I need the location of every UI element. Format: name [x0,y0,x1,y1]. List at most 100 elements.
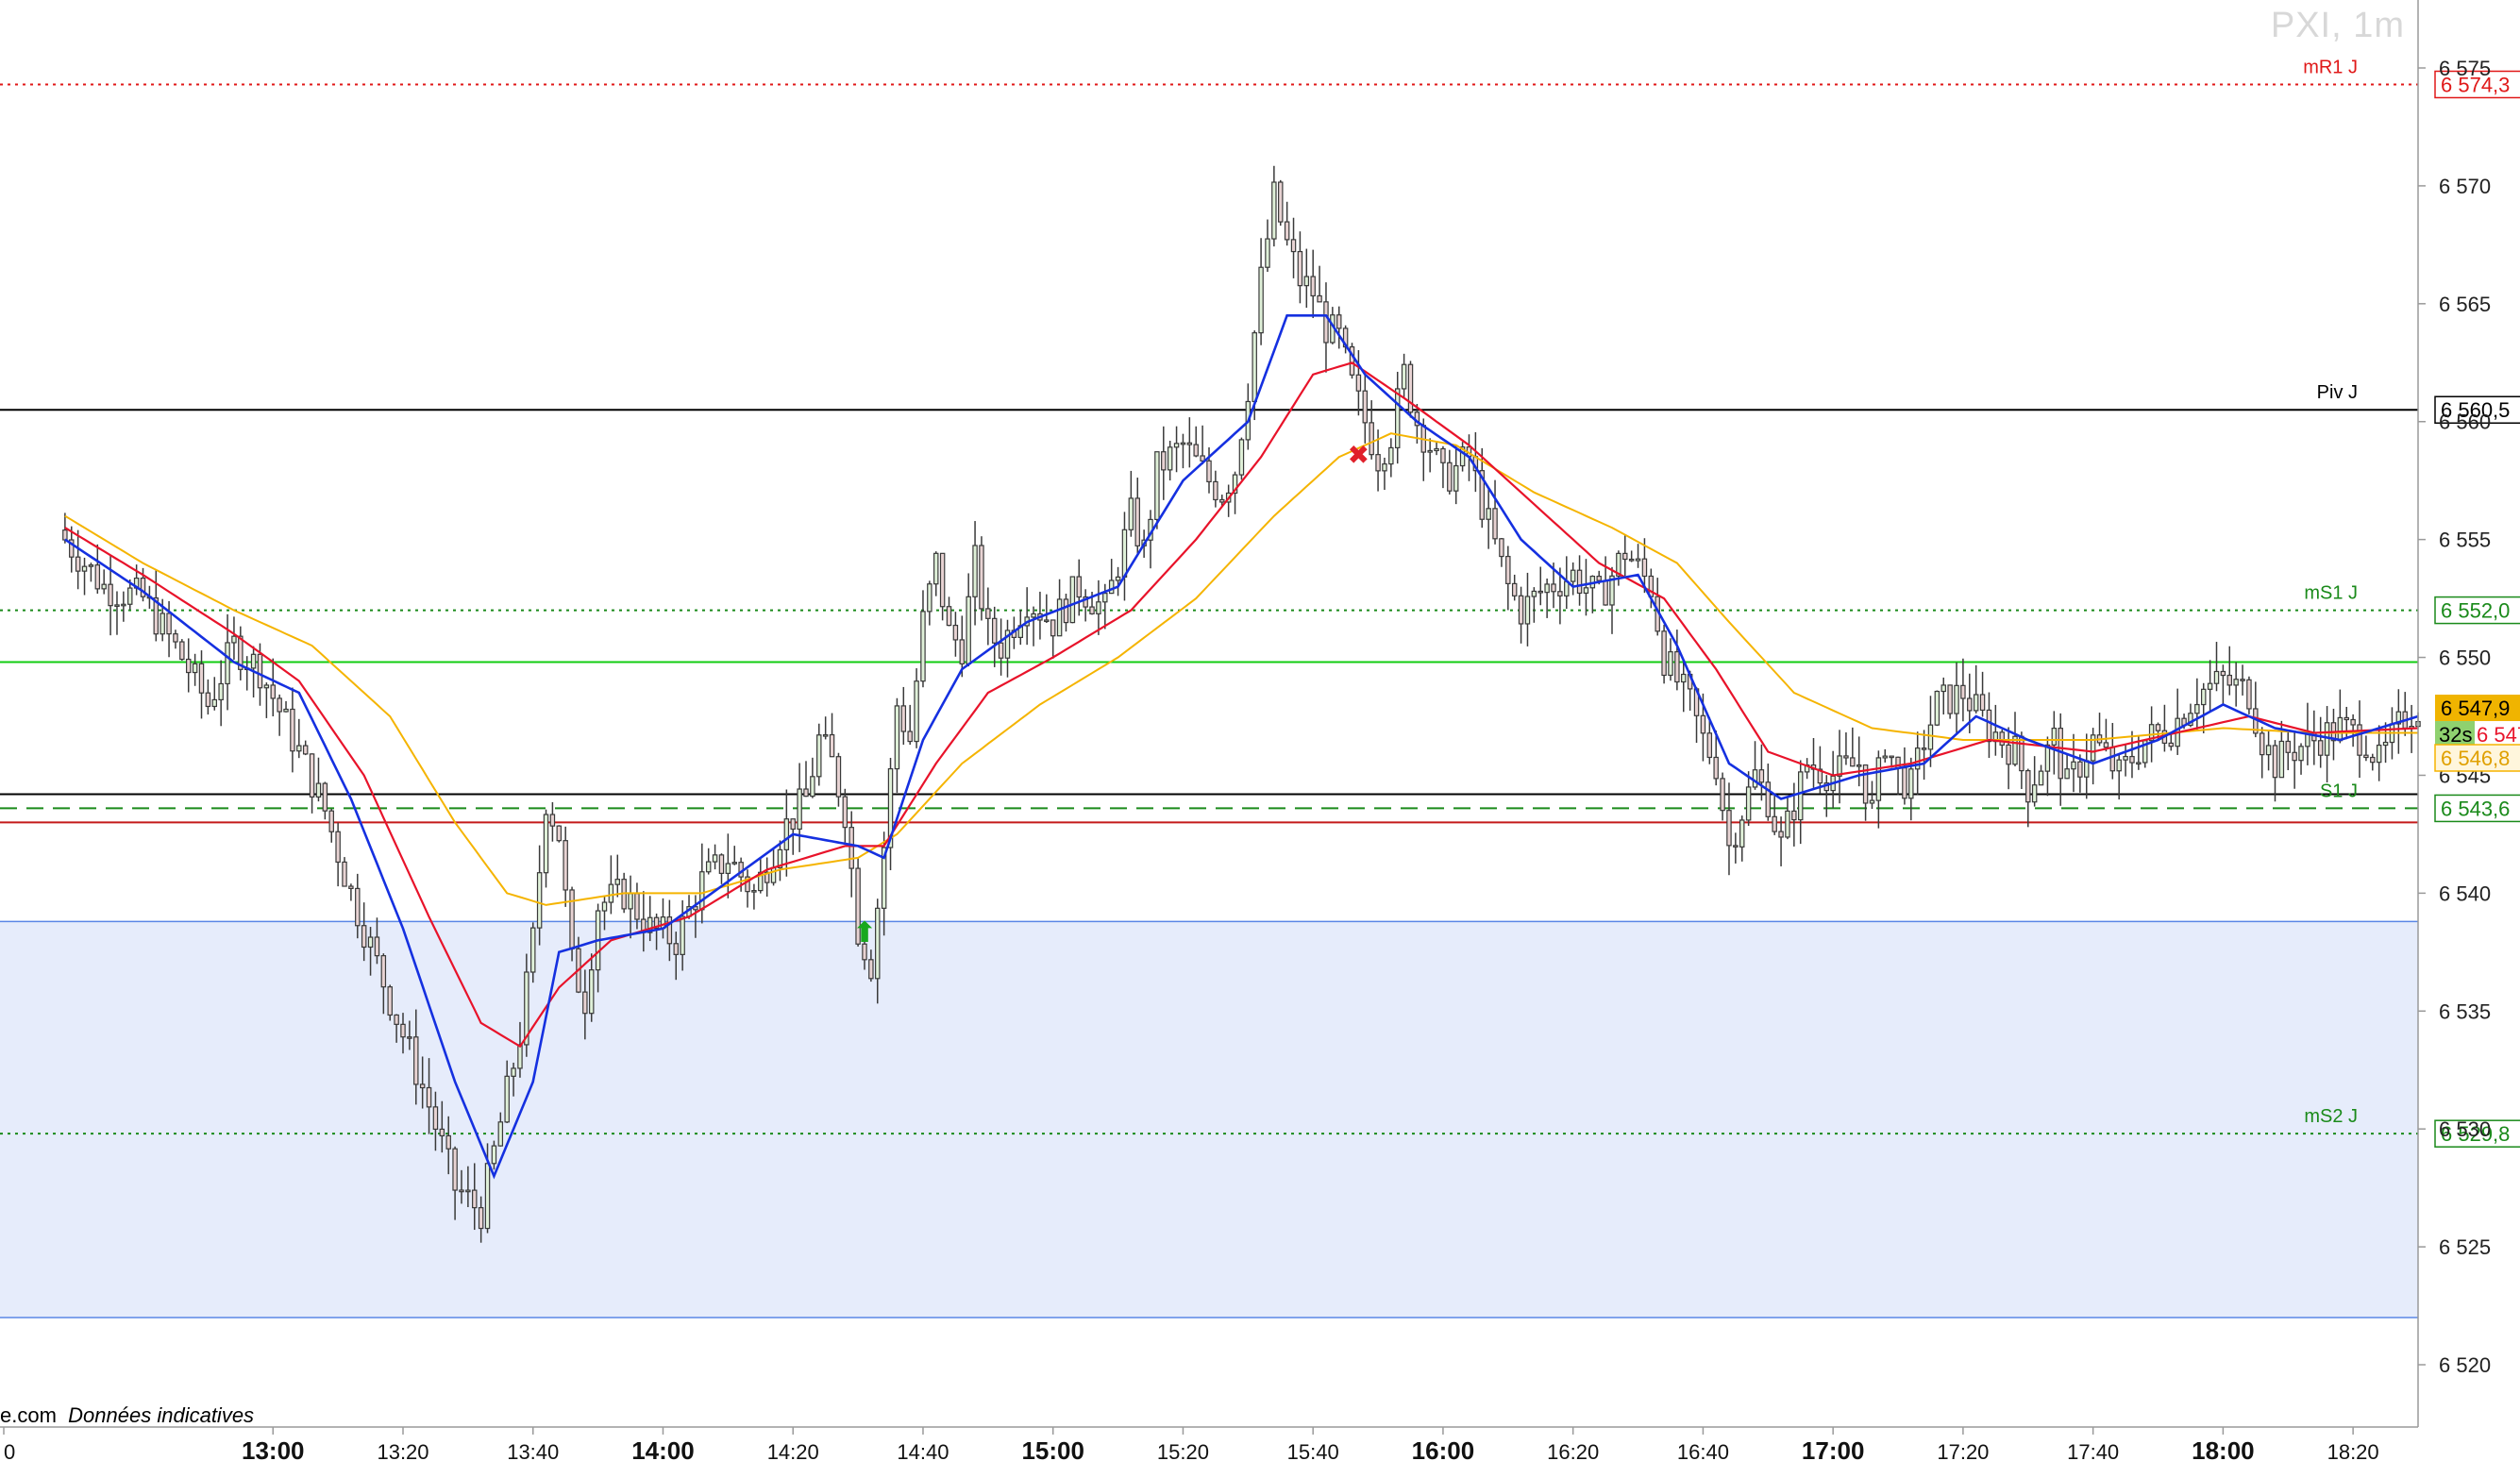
candle-down [842,796,848,829]
candle-up [1252,332,1257,403]
candle-up [1232,474,1238,495]
candle-up [283,708,289,713]
candle-down [1967,697,1973,712]
candle-down [673,943,679,955]
buy-signal-marker: ⬆ [852,916,876,949]
candle-up [536,872,543,929]
candle-up [367,936,374,949]
level-label: mS2 J [2304,1106,2358,1127]
candle-down [140,577,146,597]
candle-down [1200,455,1205,462]
candle-down [1700,714,1706,734]
candle-up [1785,810,1790,838]
candle-up [816,734,822,778]
candle-up [1069,576,1076,624]
candle-down [1284,221,1290,241]
candle-up [250,653,257,669]
candle-down [1596,575,1602,581]
ema-mid-line [64,361,2419,1049]
candle-down [62,529,68,541]
candle-down [94,564,101,590]
level-label: mS1 J [2304,583,2358,604]
x-tick-label: 18:20 [2327,1440,2379,1461]
x-tick-label: 17:40 [2067,1440,2119,1461]
countdown-label: 32s [2439,723,2472,747]
level-value-box [2434,794,2520,823]
candle-up [2278,740,2285,779]
candle-up [2071,761,2076,770]
candle-up [1635,558,1641,562]
candle-down [1551,583,1556,593]
candle-down [238,635,244,670]
candle-up [121,603,126,607]
candle-down [952,624,959,641]
candle-up [601,901,608,912]
candle-up [1752,769,1758,788]
candle-up [1427,449,1433,453]
y-tick-label: 6 555 [2439,529,2491,552]
support-zone [0,920,2418,1318]
candle-down [868,959,874,980]
x-tick-label: 15:40 [1287,1440,1339,1461]
candle-down [1603,579,1608,606]
candle-up [725,863,731,874]
candle-up [614,879,621,885]
candle-down [582,991,588,1015]
candle-down [1817,768,1823,784]
candle-up [1258,266,1264,334]
candle-down [1720,778,1725,812]
candle-down [745,876,750,893]
candle-up [1303,276,1310,287]
level-label: S1 J [2320,781,2358,801]
source-note: e.com Données indicatives [0,1403,254,1428]
candle-down [380,955,387,988]
candle-up [712,854,718,863]
candle-down [764,871,770,883]
candle-down [1369,422,1374,456]
candle-down [1674,651,1680,683]
candle-down [1511,582,1518,596]
current-price-badge [2435,695,2520,722]
candle-down [1537,590,1543,594]
candle-down [2357,724,2362,756]
candle-up [810,776,815,798]
candle-down [855,867,861,945]
candle-up [2084,760,2090,778]
candle-up [1609,575,1615,606]
candle-down [991,617,998,644]
candle-up [1031,613,1036,618]
candle-down [2103,742,2109,748]
candle-down [1499,538,1504,558]
candle-up [881,847,887,909]
candle-down [900,705,907,732]
candle-up [2123,755,2128,761]
candle-up [797,788,802,831]
candle-up [927,583,932,613]
candle-down [355,887,361,927]
candle-down [374,936,380,957]
candle-down [1440,447,1446,463]
candle-up [1940,684,1946,693]
candle-down [445,1134,451,1150]
candle-down [653,916,660,930]
candle-down [1206,460,1212,483]
candle-down [1960,684,1966,699]
candle-up [231,635,237,644]
candle-down [1778,831,1784,838]
candle-down [1713,756,1719,780]
candle-up [1115,576,1121,581]
candle-up [218,682,224,701]
candle-down [2155,724,2161,731]
candle-down [563,840,568,891]
candle-down [75,556,81,572]
candle-up [1044,619,1050,623]
candle-down [2129,755,2135,764]
candle-up [777,848,783,868]
candle-down [426,1086,432,1108]
candle-up [1173,443,1180,448]
candle-down [1733,845,1739,848]
candle-up [225,642,230,685]
candle-down [1336,314,1342,329]
